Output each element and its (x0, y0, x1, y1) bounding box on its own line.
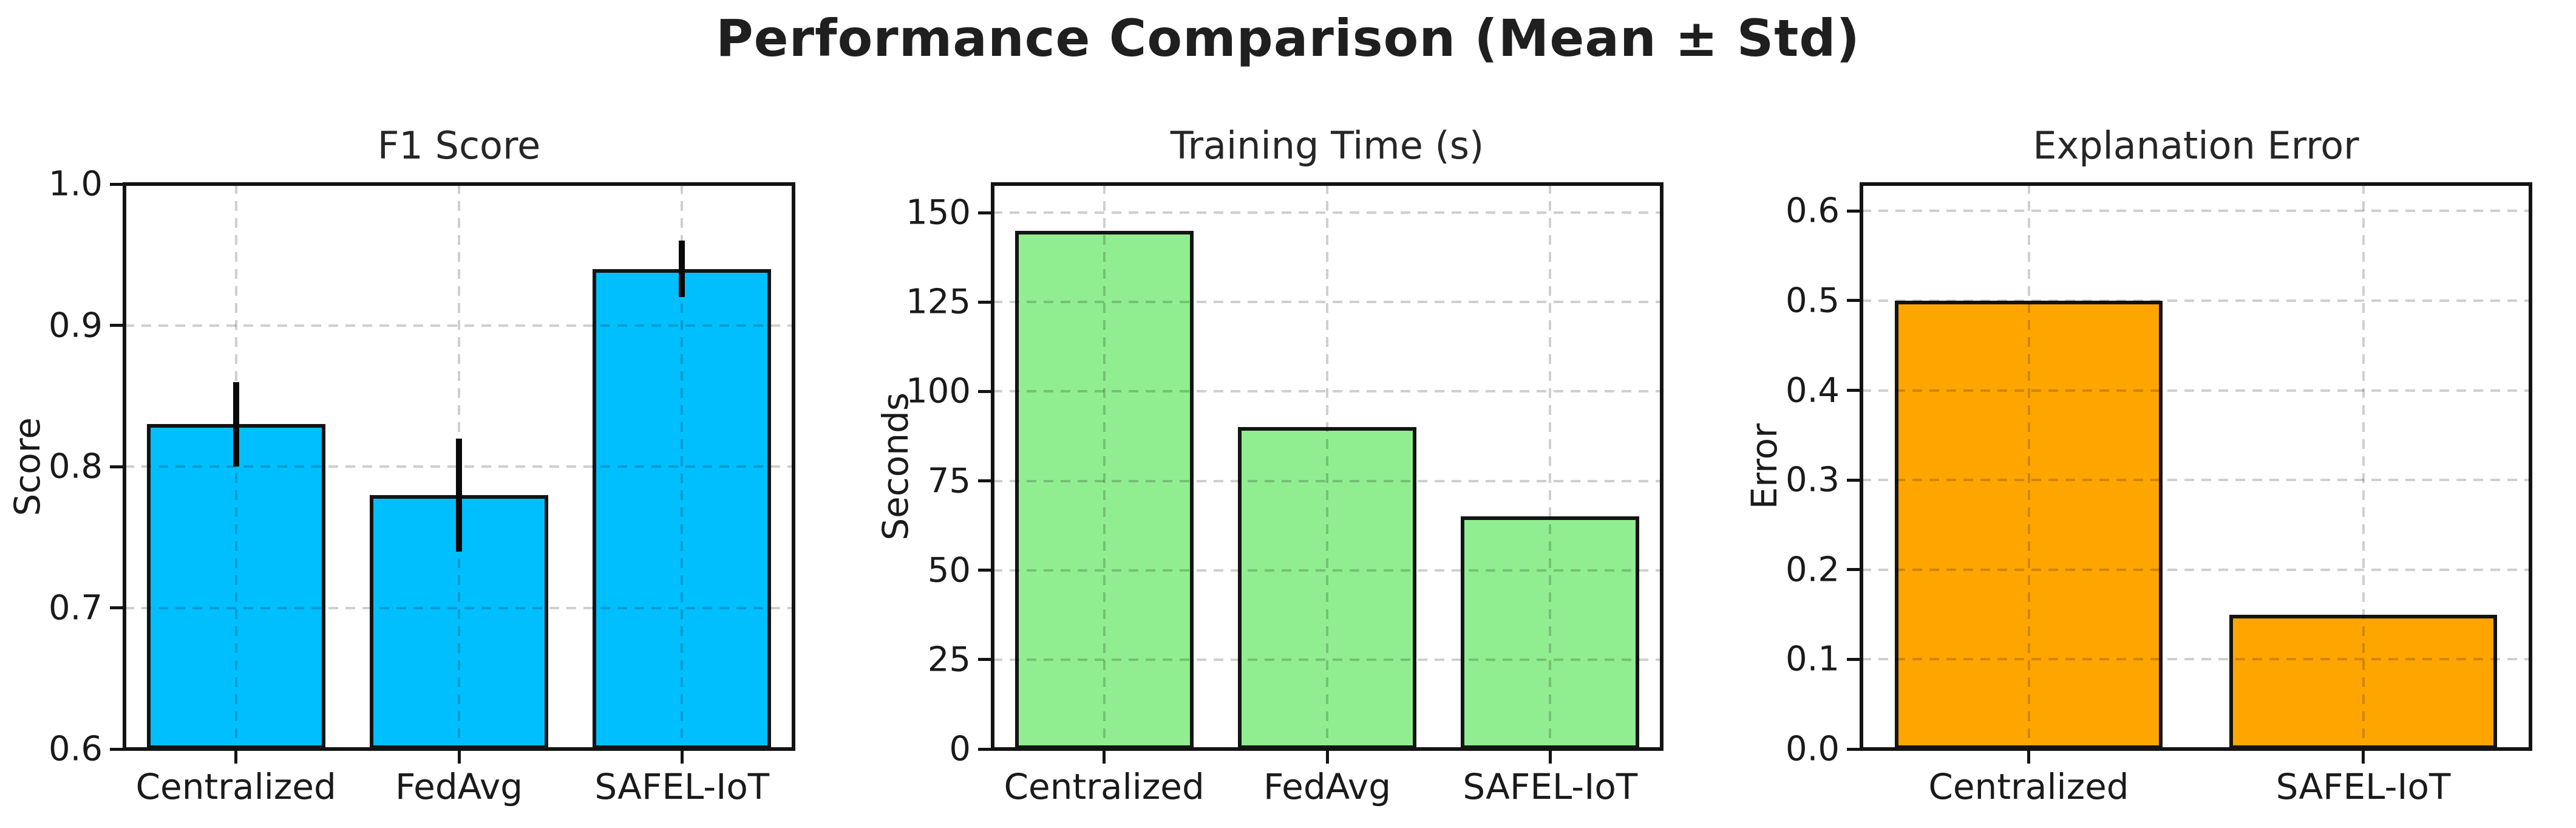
x-tick-mark (1325, 751, 1329, 764)
y-tick-label: 125 (906, 282, 971, 322)
y-tick-label: 0.3 (1785, 460, 1840, 500)
y-tick-label: 0.6 (48, 729, 103, 769)
x-tick-label: Centralized (1004, 766, 1205, 807)
bar-centralized (1895, 300, 2163, 749)
bar-centralized (146, 424, 325, 749)
x-tick-mark (457, 751, 461, 764)
error-bar (233, 381, 239, 467)
y-tick-mark (978, 658, 991, 662)
x-tick-label: FedAvg (1263, 766, 1392, 807)
y-tick-label: 150 (906, 193, 971, 233)
y-tick-label: 0.5 (1785, 281, 1840, 321)
y-tick-mark (1847, 389, 1860, 392)
y-tick-mark (1847, 209, 1860, 213)
plot-area: 0 25 50 75 100 125 150 Centralized FedAvg SAFEL-I… (906, 182, 1664, 807)
plot-area: 0.6 0.7 0.8 0.9 1.0 Centralized FedAvg SAFEL-Io… (49, 165, 795, 807)
x-tick-label: Centralized (135, 766, 336, 807)
y-tick-mark (978, 747, 991, 751)
y-tick-label: 75 (927, 461, 971, 501)
subplot-title: Explanation Error (2033, 123, 2359, 168)
y-tick-label: 0.9 (48, 306, 103, 345)
y-tick-mark (978, 569, 991, 572)
gridline-y (993, 211, 1662, 214)
figure-title: Performance Comparison (Mean ± Std) (716, 9, 1860, 68)
plot-area: 0.0 0.1 0.2 0.3 0.4 0.5 0.6 Centralized SAFEL-Io… (1786, 182, 2532, 807)
y-tick-mark (110, 324, 123, 327)
y-tick-mark (978, 211, 991, 214)
y-tick-label: 0.0 (1785, 729, 1840, 769)
x-tick-mark (1103, 751, 1106, 764)
subplot-title: Training Time (s) (1170, 123, 1484, 168)
y-tick-label: 0.2 (1785, 550, 1840, 590)
bar-fedavg (1238, 427, 1416, 749)
y-tick-mark (1847, 657, 1860, 661)
y-tick-mark (978, 300, 991, 304)
y-tick-mark (110, 182, 123, 186)
y-axis-label: Seconds (875, 392, 916, 541)
bar-safel-iot (2229, 614, 2497, 749)
y-tick-mark (110, 606, 123, 609)
x-tick-label: SAFEL-IoT (1463, 766, 1638, 807)
y-tick-label: 0.1 (1785, 639, 1840, 679)
y-tick-label: 0.7 (48, 588, 103, 628)
y-tick-mark (110, 747, 123, 751)
gridline-y (124, 183, 794, 185)
x-tick-mark (2027, 751, 2030, 764)
y-tick-mark (978, 389, 991, 393)
x-tick-label: SAFEL-IoT (594, 766, 770, 807)
y-axis-label: Score (7, 417, 48, 516)
x-tick-label: FedAvg (395, 766, 523, 807)
subplot-explanation-error: Explanation Error Error 0.0 0.1 0.2 0.3 0.4 0… (1744, 123, 2532, 807)
x-tick-label: SAFEL-IoT (2275, 766, 2451, 807)
error-bar (679, 241, 685, 297)
y-tick-label: 100 (906, 371, 971, 411)
y-tick-mark (110, 465, 123, 468)
bar-safel-iot (593, 269, 772, 749)
bar-safel-iot (1461, 516, 1640, 749)
y-tick-label: 1.0 (48, 164, 103, 204)
y-tick-mark (1847, 299, 1860, 303)
x-tick-label: Centralized (1928, 766, 2129, 807)
y-tick-mark (978, 479, 991, 483)
y-tick-label: 25 (927, 640, 971, 680)
x-tick-mark (680, 751, 684, 764)
bar-centralized (1014, 230, 1194, 749)
y-tick-mark (1847, 478, 1860, 482)
x-tick-mark (234, 751, 238, 764)
y-tick-mark (1847, 568, 1860, 572)
x-tick-mark (1548, 751, 1552, 764)
y-tick-label: 0.6 (1785, 191, 1840, 231)
error-bar (456, 438, 462, 552)
y-tick-label: 0.8 (48, 447, 103, 487)
y-tick-label: 50 (927, 550, 971, 590)
y-tick-mark (1847, 747, 1860, 751)
subplot-title: F1 Score (377, 123, 541, 168)
y-tick-label: 0 (949, 729, 971, 769)
gridline-y (1861, 210, 2530, 213)
subplot-training-time: Training Time (s) Seconds 0 25 50 75 100 125 1… (875, 123, 1664, 807)
y-axis-label: Error (1744, 423, 1785, 510)
subplot-f1-score: F1 Score Score 0.6 0.7 0.8 0.9 1.0 Centralize… (7, 123, 795, 807)
y-tick-label: 0.4 (1785, 371, 1840, 411)
x-tick-mark (2362, 751, 2365, 764)
